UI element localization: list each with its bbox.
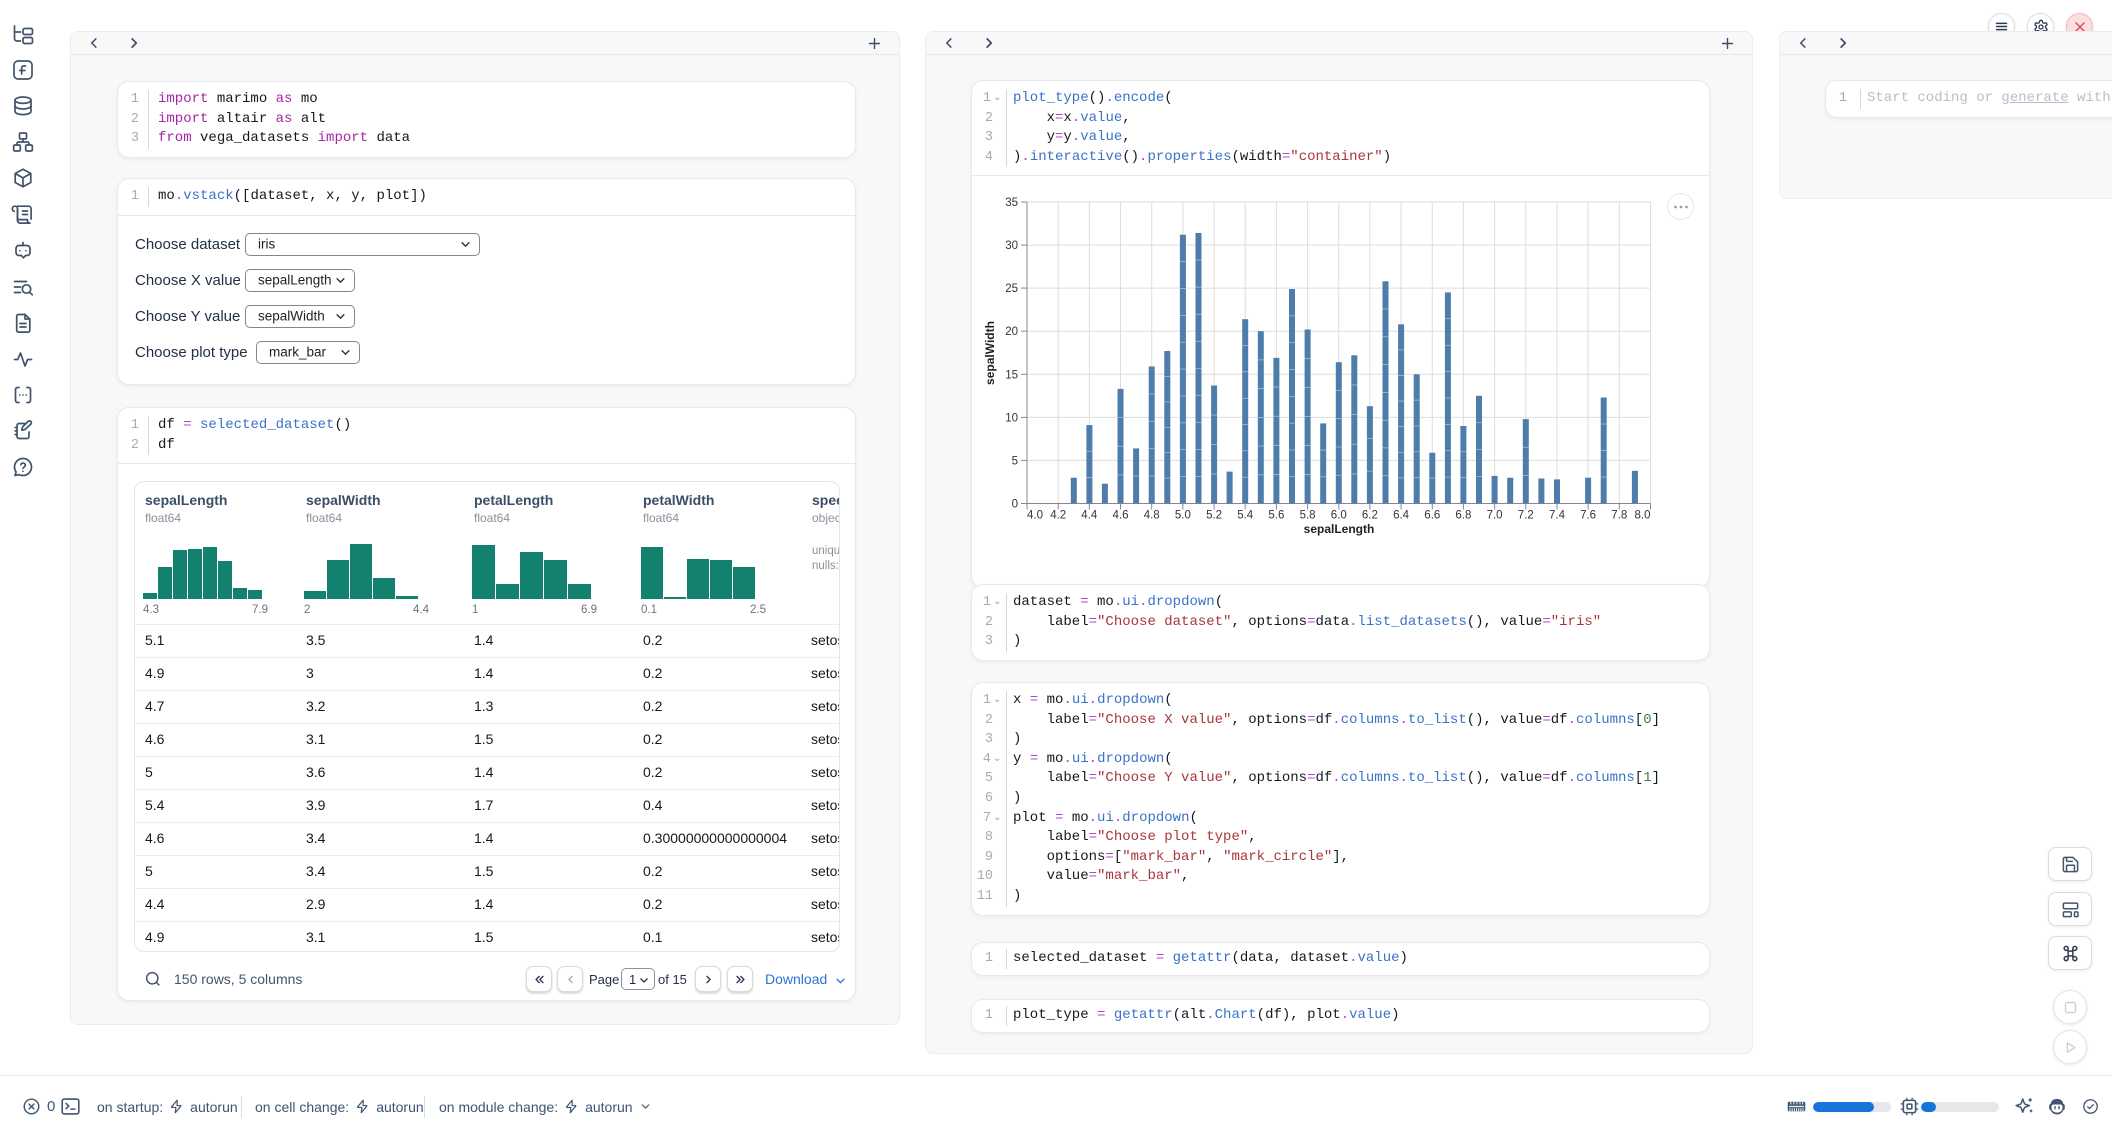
- svg-text:5.2: 5.2: [1206, 510, 1222, 522]
- svg-text:sepalLength: sepalLength: [1304, 522, 1375, 536]
- svg-text:8.0: 8.0: [1635, 510, 1651, 522]
- svg-text:6.2: 6.2: [1362, 510, 1378, 522]
- svg-text:5: 5: [1012, 456, 1018, 468]
- svg-text:4.0: 4.0: [1027, 510, 1043, 522]
- svg-text:4.8: 4.8: [1144, 510, 1160, 522]
- svg-text:6.6: 6.6: [1424, 510, 1440, 522]
- svg-text:20: 20: [1005, 327, 1018, 339]
- svg-text:7.0: 7.0: [1487, 510, 1503, 522]
- svg-text:6.8: 6.8: [1455, 510, 1471, 522]
- svg-text:15: 15: [1005, 370, 1018, 382]
- svg-text:sepalWidth: sepalWidth: [983, 321, 997, 385]
- svg-text:7.4: 7.4: [1549, 510, 1566, 522]
- svg-text:7.8: 7.8: [1611, 510, 1627, 522]
- svg-text:0: 0: [1012, 499, 1018, 511]
- svg-text:4.6: 4.6: [1113, 510, 1129, 522]
- svg-text:30: 30: [1005, 240, 1018, 252]
- svg-text:7.2: 7.2: [1518, 510, 1534, 522]
- svg-text:4.2: 4.2: [1050, 510, 1066, 522]
- svg-text:6.0: 6.0: [1331, 510, 1347, 522]
- svg-text:5.0: 5.0: [1175, 510, 1191, 522]
- svg-text:5.6: 5.6: [1268, 510, 1284, 522]
- svg-text:5.8: 5.8: [1300, 510, 1316, 522]
- svg-text:35: 35: [1005, 197, 1018, 209]
- svg-text:6.4: 6.4: [1393, 510, 1410, 522]
- svg-text:7.6: 7.6: [1580, 510, 1596, 522]
- svg-text:10: 10: [1005, 413, 1018, 425]
- svg-text:5.4: 5.4: [1237, 510, 1254, 522]
- svg-text:4.4: 4.4: [1081, 510, 1098, 522]
- svg-text:25: 25: [1005, 283, 1018, 295]
